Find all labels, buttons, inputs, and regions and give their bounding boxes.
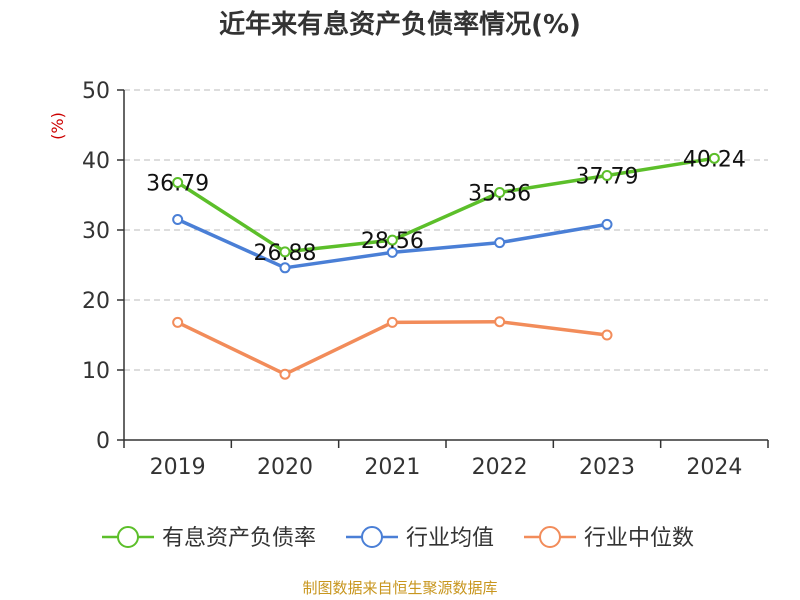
series-1-point-2021 bbox=[386, 246, 398, 258]
legend-swatch-marker bbox=[539, 526, 561, 548]
legend-label: 行业均值 bbox=[406, 526, 494, 551]
y-tick-label: 30 bbox=[82, 219, 110, 244]
data-label-2020: 26.88 bbox=[254, 241, 317, 266]
series-0-point-2021 bbox=[386, 234, 398, 246]
y-axis-unit-label: (%) bbox=[48, 112, 67, 140]
series-2-point-2021 bbox=[386, 316, 398, 328]
series-0-point-2022 bbox=[494, 186, 506, 198]
x-tick-label-2022: 2022 bbox=[472, 455, 528, 480]
series-line-2 bbox=[176, 319, 608, 376]
chart-title: 近年来有息资产负债率情况(%) bbox=[219, 9, 581, 40]
legend-swatch-marker bbox=[117, 526, 139, 548]
data-labels: 36.79 26.88 28.56 35.36 37.79 40.24 bbox=[146, 147, 746, 266]
x-tick-label-2023: 2023 bbox=[579, 455, 635, 480]
data-label-2023: 37.79 bbox=[576, 164, 639, 189]
axes: 0 10 20 30 40 50 2019 2020 2021 2022 2023 2024 bbox=[82, 79, 769, 480]
series-0-point-2024 bbox=[708, 152, 720, 164]
y-tick-label: 40 bbox=[82, 149, 110, 174]
y-tick-label: 20 bbox=[82, 289, 110, 314]
legend-item-1[interactable]: 行业均值 bbox=[346, 526, 494, 551]
series-2-point-2020 bbox=[279, 368, 291, 380]
legend-swatch-marker bbox=[361, 526, 383, 548]
gridlines bbox=[124, 89, 768, 371]
series-0-point-2023 bbox=[601, 169, 613, 181]
series-0-point-2020 bbox=[279, 246, 291, 258]
series-1-point-2022 bbox=[494, 237, 506, 249]
series-1-point-2019 bbox=[172, 214, 184, 225]
legend-item-0[interactable]: 有息资产负债率 bbox=[102, 526, 316, 551]
x-tick-label-2024: 2024 bbox=[686, 455, 742, 480]
data-label-2019: 36.79 bbox=[146, 171, 209, 196]
y-tick-label: 50 bbox=[82, 79, 110, 104]
series-2-point-2019 bbox=[172, 316, 184, 328]
x-tick-label-2020: 2020 bbox=[257, 455, 313, 480]
series-line-0 bbox=[176, 156, 715, 254]
data-label-2022: 35.36 bbox=[468, 181, 531, 206]
x-tick-label-2019: 2019 bbox=[150, 455, 206, 480]
legend-item-2[interactable]: 行业中位数 bbox=[524, 526, 694, 551]
data-label-2021: 28.56 bbox=[361, 229, 424, 254]
x-tick-label-2021: 2021 bbox=[364, 455, 420, 480]
series-1-point-2020 bbox=[279, 262, 291, 274]
source-note: 制图数据来自恒生聚源数据库 bbox=[302, 579, 497, 597]
series-2-point-2022 bbox=[494, 316, 506, 328]
series-0-point-2019 bbox=[172, 176, 184, 188]
y-tick-label: 0 bbox=[96, 429, 110, 454]
data-label-2024: 40.24 bbox=[683, 147, 746, 172]
legend-label: 有息资产负债率 bbox=[162, 526, 316, 551]
y-tick-label: 10 bbox=[82, 359, 110, 384]
legend-label: 行业中位数 bbox=[584, 526, 694, 551]
legend[interactable]: 有息资产负债率 行业均值 行业中位数 bbox=[102, 526, 694, 551]
series-1-point-2023 bbox=[601, 218, 613, 230]
series-group bbox=[172, 152, 720, 380]
series-2-point-2023 bbox=[601, 329, 613, 341]
